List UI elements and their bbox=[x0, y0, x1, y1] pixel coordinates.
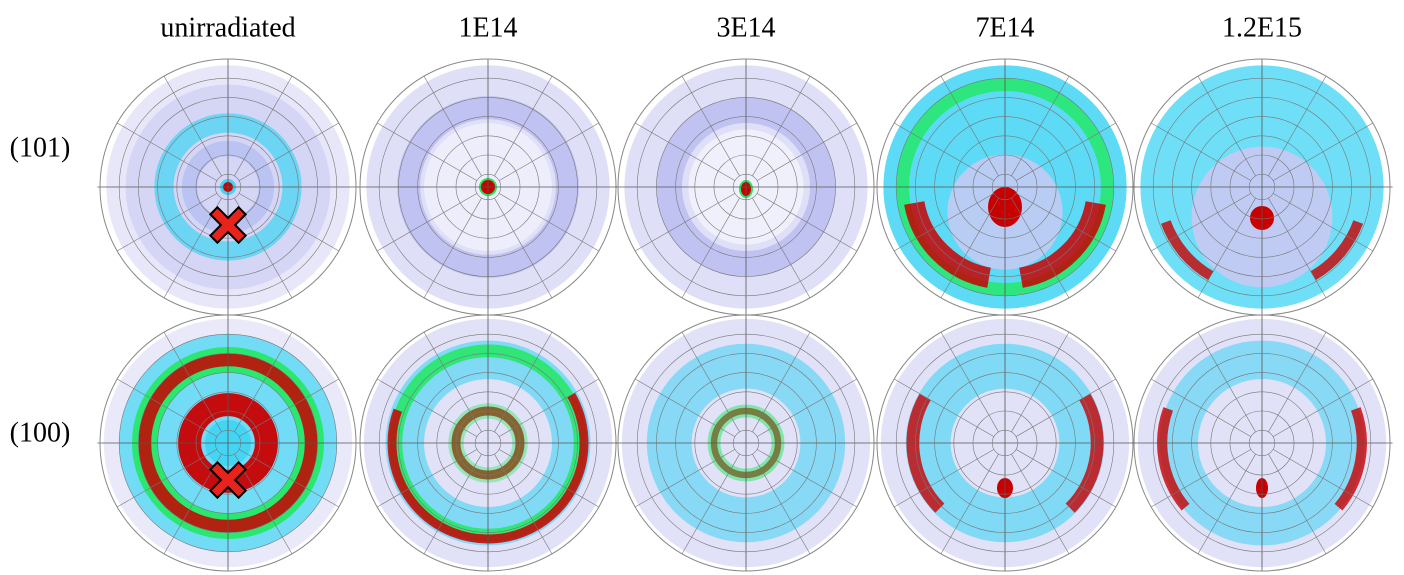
grid-circle bbox=[1152, 77, 1372, 297]
column-label: 7E14 bbox=[975, 12, 1034, 43]
marker-x bbox=[208, 460, 248, 500]
grid-circle bbox=[378, 77, 598, 297]
heat-arc bbox=[904, 200, 992, 288]
grid-circle bbox=[895, 77, 1115, 297]
grid-circle bbox=[398, 353, 578, 533]
heat-arc bbox=[1310, 220, 1364, 281]
grid-circle bbox=[1210, 391, 1314, 495]
grid-circle bbox=[972, 154, 1038, 220]
column-label: 3E14 bbox=[716, 12, 775, 43]
row-label: (100) bbox=[10, 417, 71, 448]
heat-arc bbox=[1157, 407, 1190, 511]
marker-x bbox=[208, 205, 248, 245]
grid-circle bbox=[176, 391, 280, 495]
panel-border bbox=[617, 314, 875, 572]
grid-circle bbox=[1210, 135, 1314, 239]
grid-circle bbox=[417, 372, 559, 514]
heat-arc bbox=[1018, 200, 1106, 288]
grid-circle bbox=[675, 372, 817, 514]
grid-circle bbox=[1191, 372, 1333, 514]
grid-circle bbox=[157, 116, 299, 258]
heat-arc bbox=[906, 393, 945, 513]
grid-circle bbox=[713, 154, 779, 220]
grid-circle bbox=[455, 410, 521, 476]
grid-circle bbox=[713, 410, 779, 476]
heat-arc bbox=[1160, 220, 1214, 281]
grid-circle bbox=[474, 173, 502, 201]
grid-circle bbox=[138, 97, 318, 277]
marker-x-shape bbox=[208, 460, 248, 500]
grid-circle bbox=[1229, 410, 1295, 476]
grid-circle bbox=[694, 391, 798, 495]
grid-circle bbox=[972, 410, 1038, 476]
marker-x-shape bbox=[208, 205, 248, 245]
column-label: 1.2E15 bbox=[1222, 12, 1302, 43]
grid-circle bbox=[1229, 154, 1295, 220]
column-label: unirradiated bbox=[160, 12, 295, 43]
grid-circle bbox=[214, 429, 242, 457]
grid-circle bbox=[895, 333, 1115, 553]
grid-circle bbox=[636, 333, 856, 553]
grid-circle bbox=[934, 116, 1076, 258]
grid-circle bbox=[118, 77, 338, 297]
grid-circle bbox=[138, 353, 318, 533]
grid-circle bbox=[732, 173, 760, 201]
grid-circle bbox=[991, 173, 1019, 201]
panel-border bbox=[99, 314, 357, 572]
grid-circle bbox=[991, 429, 1019, 457]
grid-circle bbox=[656, 353, 836, 533]
grid-circle bbox=[934, 372, 1076, 514]
grid-circle bbox=[1172, 353, 1352, 533]
panels bbox=[97, 58, 1393, 572]
grid-circle bbox=[455, 154, 521, 220]
grid-circle bbox=[915, 353, 1095, 533]
grid-circle bbox=[474, 429, 502, 457]
grid-circle bbox=[694, 135, 798, 239]
heat-arc bbox=[387, 392, 589, 544]
grid-circle bbox=[915, 97, 1095, 277]
column-label: 1E14 bbox=[458, 12, 517, 43]
grid-circle bbox=[378, 333, 598, 553]
grid-circle bbox=[1172, 97, 1352, 277]
grid-circle bbox=[398, 97, 578, 277]
grid-circle bbox=[118, 333, 338, 553]
grid-circle bbox=[436, 135, 540, 239]
grid-circle bbox=[157, 372, 299, 514]
grid-circle bbox=[1191, 116, 1333, 258]
grid-circle bbox=[1248, 173, 1276, 201]
grid-circle bbox=[176, 135, 280, 239]
grid-circle bbox=[1248, 429, 1276, 457]
heat-arc bbox=[1334, 407, 1367, 511]
panel-border bbox=[1133, 314, 1391, 572]
grid-circle bbox=[436, 391, 540, 495]
heat-arc bbox=[1065, 393, 1104, 513]
grid-circle bbox=[214, 173, 242, 201]
grid-circle bbox=[636, 77, 856, 297]
grid-circle bbox=[1152, 333, 1372, 553]
grid-circle bbox=[732, 429, 760, 457]
grid-circle bbox=[953, 135, 1057, 239]
row-label: (101) bbox=[10, 132, 71, 163]
grid-circle bbox=[675, 116, 817, 258]
grid-circle bbox=[953, 391, 1057, 495]
grid-circle bbox=[656, 97, 836, 277]
grid-circle bbox=[417, 116, 559, 258]
